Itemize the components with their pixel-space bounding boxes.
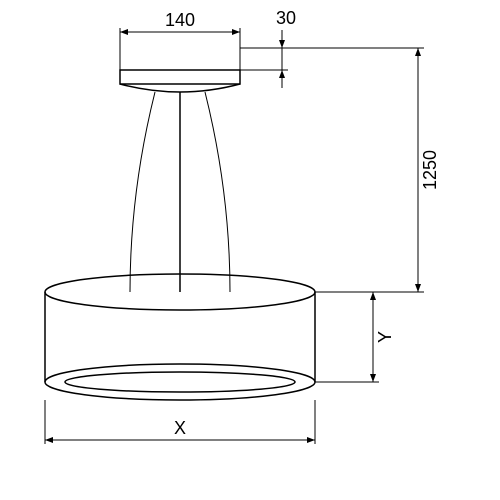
label-canopy-width: 140 [165,10,195,30]
lamp-shade [45,274,315,400]
label-shade-width: X [174,418,186,438]
dim-shade-width: X [45,400,315,444]
label-shade-height: Y [375,331,395,343]
technical-drawing: 140 30 1250 Y X [0,0,500,500]
dim-canopy-width: 140 [120,10,240,70]
cable-left [130,92,155,292]
canopy [120,70,240,92]
label-canopy-height: 30 [276,8,296,28]
dim-hang-length: 1250 [282,48,440,292]
dim-shade-height: Y [315,292,395,382]
cable-right [205,92,230,292]
label-hang-length: 1250 [420,150,440,190]
